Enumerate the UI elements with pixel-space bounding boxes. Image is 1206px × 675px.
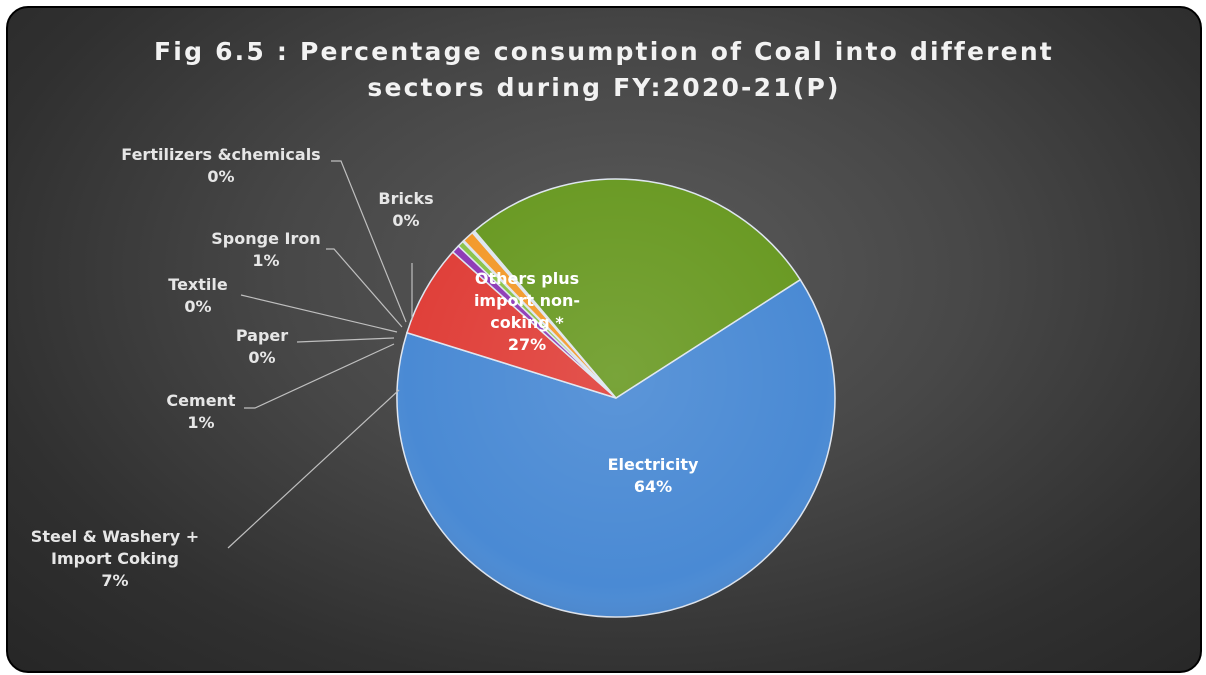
data-label-percent: 0%	[207, 167, 234, 186]
data-label-text: import non-	[474, 291, 580, 310]
leader-line-fertilizers-chemicals	[331, 160, 407, 323]
data-label-fertilizers-chemicals: Fertilizers &chemicals 0%	[121, 145, 320, 186]
data-label-sponge-iron: Sponge Iron 1%	[211, 229, 320, 270]
data-label-steel-washery-import-coking: Steel & Washery + Import Coking 7%	[31, 527, 199, 590]
data-label-cement: Cement 1%	[166, 391, 236, 432]
leader-line-paper	[296, 337, 395, 343]
chart-title-line-1: Fig 6.5 : Percentage consumption of Coal…	[154, 37, 1054, 66]
data-label-percent: 1%	[187, 413, 214, 432]
data-label-percent: 0%	[392, 211, 419, 230]
data-label-others-plus-import-non-coking: Others plus import non-coking * 27%	[474, 269, 580, 354]
data-label-text: Import Coking	[51, 549, 179, 568]
leader-line-sponge-iron	[326, 248, 403, 328]
pie-chart: Electricity 64% Steel & Washery + Import Co…	[31, 145, 836, 618]
data-label-percent: 64%	[634, 477, 672, 496]
data-label-text: Sponge Iron	[211, 229, 320, 248]
data-label-textile: Textile 0%	[168, 275, 228, 316]
data-label-percent: 0%	[248, 348, 275, 367]
data-label-text: Bricks	[378, 189, 433, 208]
data-label-bricks: Bricks 0%	[378, 189, 433, 230]
data-label-percent: 1%	[252, 251, 279, 270]
data-label-text: Electricity	[608, 455, 699, 474]
data-label-text: Fertilizers &chemicals	[121, 145, 320, 164]
data-label-text: Paper	[236, 326, 288, 345]
data-label-text: Steel & Washery +	[31, 527, 199, 546]
chart-frame: Fig 6.5 : Percentage consumption of Coal…	[6, 6, 1202, 673]
leader-line-textile	[240, 294, 398, 333]
data-label-paper: Paper 0%	[236, 326, 288, 367]
chart-title-line-2: sectors during FY:2020-21(P)	[367, 73, 841, 102]
chart-title: Fig 6.5 : Percentage consumption of Coal…	[8, 34, 1200, 106]
data-label-text: Cement	[166, 391, 236, 410]
data-label-text: coking *	[490, 313, 564, 332]
data-label-percent: 7%	[101, 571, 128, 590]
data-label-percent: 0%	[184, 297, 211, 316]
data-label-text: Textile	[168, 275, 228, 294]
data-label-text: Others plus	[475, 269, 579, 288]
data-label-percent: 27%	[508, 335, 546, 354]
leader-line-steel-washery-import-coking	[227, 389, 400, 549]
leader-line-cement	[244, 343, 395, 409]
data-label-electricity: Electricity 64%	[608, 455, 699, 496]
